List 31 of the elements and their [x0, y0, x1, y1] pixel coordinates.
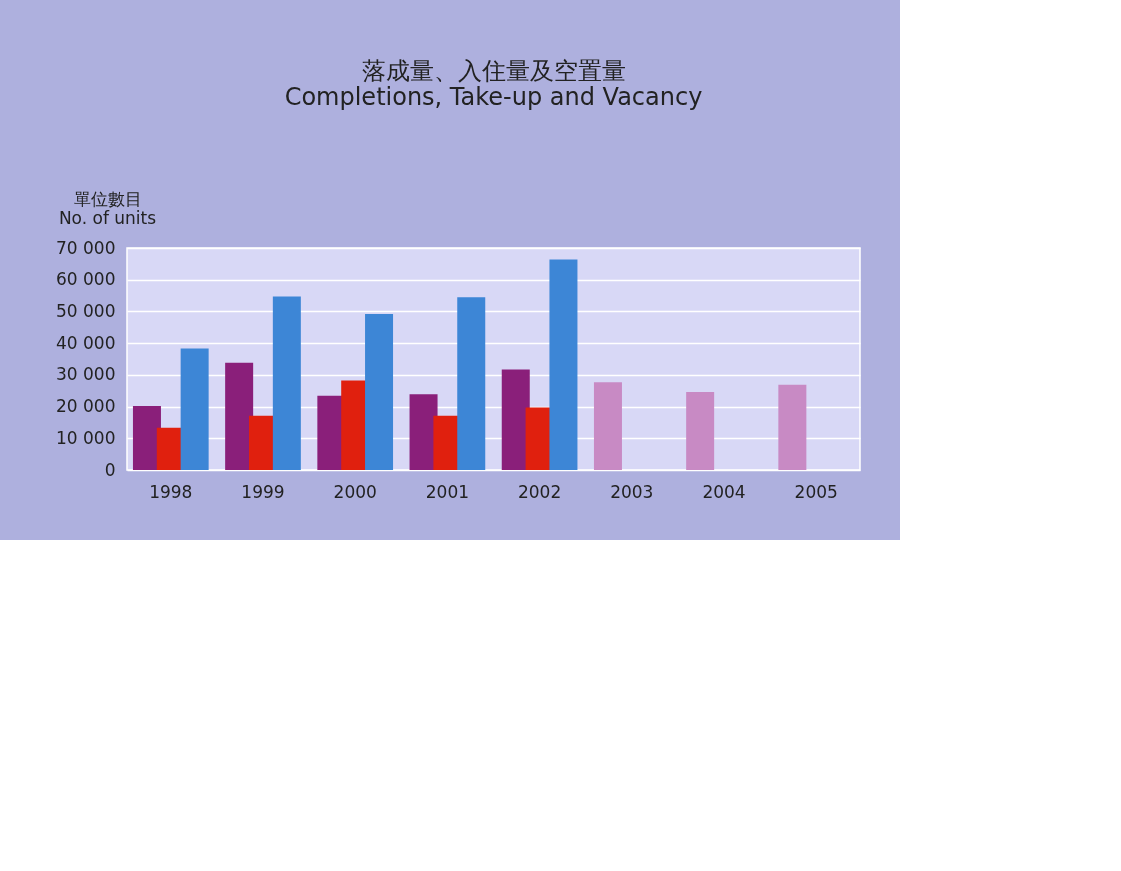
bar — [778, 384, 807, 470]
bar — [501, 369, 530, 470]
bar — [457, 297, 486, 470]
text: Completions, Take-up and Vacancy — [284, 83, 703, 111]
x-tick-label: 1998 — [149, 481, 193, 502]
y-tick-label: 20 000 — [56, 396, 116, 417]
y-tick-label: 50 000 — [56, 300, 116, 321]
x-tick-label: 2000 — [333, 481, 377, 502]
y-tick-label: 0 — [104, 459, 116, 480]
y-tick-label: 70 000 — [56, 237, 116, 258]
text: 單位數目 — [73, 188, 142, 209]
y-tick-label: 30 000 — [56, 364, 116, 385]
bar — [225, 362, 254, 470]
x-tick-label: 2003 — [610, 481, 654, 502]
bar — [365, 313, 394, 470]
y-tick-label: 40 000 — [56, 332, 116, 353]
x-tick-label: 2001 — [425, 481, 470, 502]
x-tick-label: 2004 — [702, 481, 746, 502]
x-tick-label: 2005 — [794, 481, 838, 502]
x-tick-label: 1999 — [241, 481, 285, 502]
text: 落成量、入住量及空置量 — [361, 57, 626, 85]
bar — [686, 391, 715, 470]
text: No. of units — [58, 207, 157, 228]
bar — [132, 405, 161, 470]
bar — [593, 382, 622, 470]
bar — [272, 296, 301, 470]
x-tick-label: 2002 — [517, 481, 562, 502]
y-tick-label: 10 000 — [56, 427, 116, 448]
y-tick-label: 60 000 — [56, 269, 116, 290]
bar — [180, 348, 209, 470]
bar — [549, 259, 578, 470]
